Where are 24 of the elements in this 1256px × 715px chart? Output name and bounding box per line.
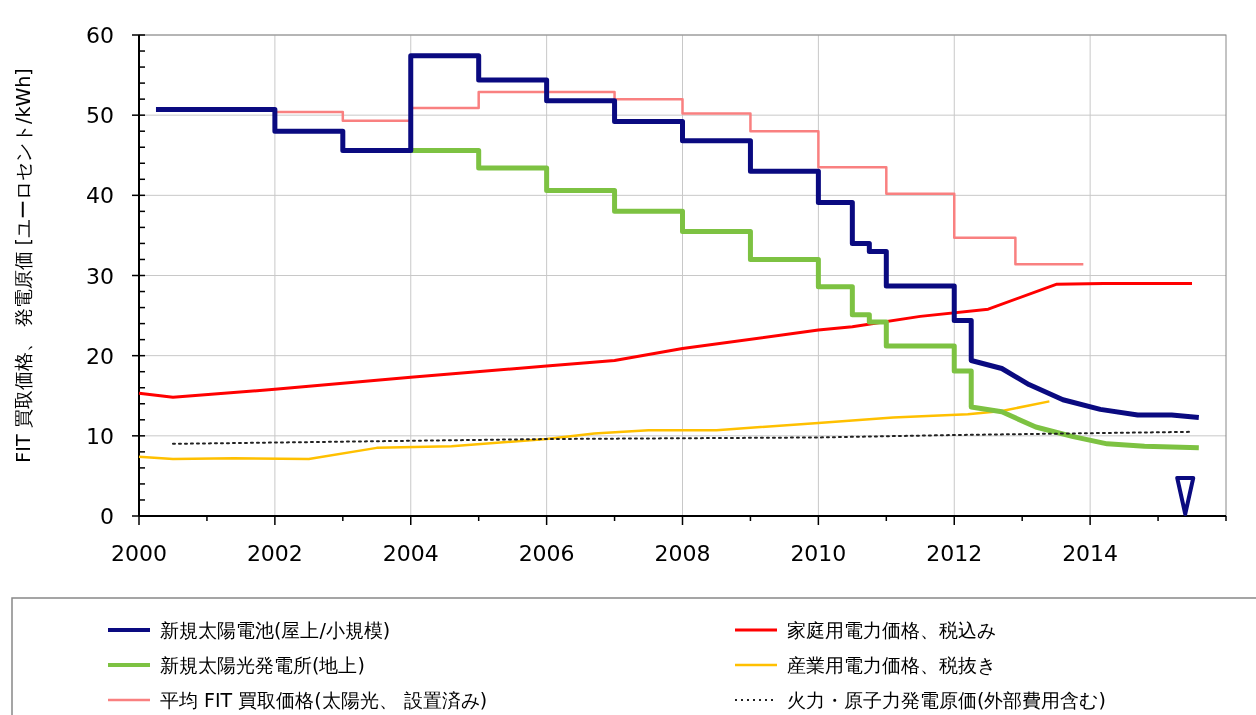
x-tick-label: 2010: [790, 541, 847, 566]
x-tick-label: 2000: [111, 541, 167, 566]
legend-label: 新規太陽光発電所(地上): [160, 654, 365, 676]
x-tick-label: 2004: [382, 541, 439, 566]
y-axis-title: FIT 買取価格、 発電原価 [ユーロセント/kWh]: [12, 68, 34, 463]
legend-label: 火力・原子力発電原価(外部費用含む): [787, 689, 1106, 711]
x-tick-label: 2014: [1062, 541, 1119, 566]
legend-label: 新規太陽電池(屋上/小規模): [160, 619, 391, 641]
x-tick-label: 2008: [654, 541, 711, 566]
line-series: [137, 282, 1194, 399]
y-tick-label: 20: [86, 343, 114, 369]
y-tick-label: 40: [86, 183, 114, 209]
x-tick-label: 2002: [246, 541, 303, 566]
legend-label: 産業用電力価格、税抜き: [787, 654, 996, 676]
y-tick-label: 60: [86, 23, 114, 48]
x-tick-label: 2006: [518, 541, 575, 566]
x-tick-label: 2012: [926, 541, 983, 566]
y-tick-label: 10: [86, 423, 114, 449]
line-series: [137, 400, 1051, 461]
legend-label: 家庭用電力価格、税込み: [787, 619, 996, 641]
y-tick-label: 0: [100, 504, 114, 529]
legend-label: 平均 FIT 買取価格(太陽光、 設置済み): [160, 689, 488, 711]
y-tick-label: 30: [86, 263, 114, 289]
y-tick-label: 50: [86, 103, 114, 129]
